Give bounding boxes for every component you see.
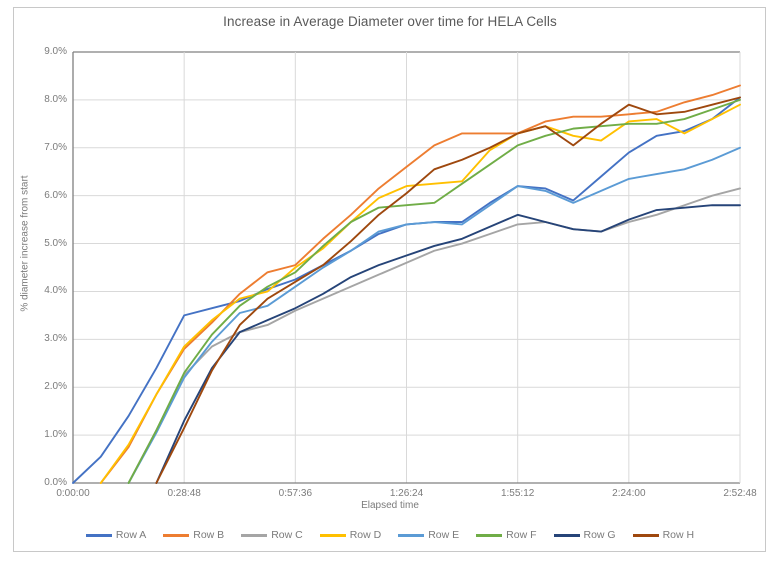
y-tick-label: 3.0% [44,333,67,345]
y-tick-label: 5.0% [44,237,67,249]
legend-label: Row C [271,529,303,541]
legend-item-row-b[interactable]: Row B [163,529,224,541]
legend-item-row-f[interactable]: Row F [476,529,537,541]
legend-swatch-icon [398,533,425,537]
y-tick-label: 2.0% [44,381,67,393]
legend-swatch-icon [163,533,190,537]
x-tick-label: 2:24:00 [612,488,646,499]
y-tick-label: 9.0% [44,46,67,57]
y-tick-label: 0.0% [44,477,67,488]
chart-title: Increase in Average Diameter over time f… [223,14,557,29]
legend-swatch-icon [241,533,268,537]
legend-item-row-d[interactable]: Row D [319,529,382,541]
x-tick-label: 0:00:00 [56,488,90,499]
x-tick-label: 2:52:48 [723,488,757,499]
x-tick-label: 1:26:24 [389,488,424,499]
y-tick-label: 1.0% [44,429,67,441]
y-tick-label: 8.0% [44,93,67,105]
legend-swatch-icon [476,533,503,537]
legend-label: Row D [349,529,382,541]
y-tick-label: 7.0% [44,141,67,153]
legend-label: Row B [193,529,225,541]
x-tick-label: 0:28:48 [167,488,201,499]
y-tick-label: 6.0% [44,189,67,201]
legend-item-row-e[interactable]: Row E [398,529,459,541]
y-tick-label: 4.0% [44,285,67,297]
legend-swatch-icon [319,533,346,537]
legend-label: Row F [506,529,537,541]
legend-item-row-g[interactable]: Row G [553,529,616,541]
y-axis-title: % diameter increase from start [19,175,31,312]
legend-swatch-icon [632,533,659,537]
legend-label: Row G [583,529,616,541]
legend-swatch-icon [553,533,580,537]
legend-swatch-icon [85,533,112,537]
x-axis-title: Elapsed time [361,500,419,511]
legend-label: Row A [115,529,147,541]
legend-label: Row H [662,529,695,541]
x-tick-label: 1:55:12 [500,488,535,499]
legend-label: Row E [428,529,460,541]
legend-item-row-c[interactable]: Row C [241,529,303,541]
legend-item-row-h[interactable]: Row H [632,529,695,541]
legend-item-row-a[interactable]: Row A [85,529,147,541]
chart-legend: Row A Row B Row C Row D Row E Row F Row G Row H [0,529,780,541]
x-tick-label: 0:57:36 [278,488,313,499]
